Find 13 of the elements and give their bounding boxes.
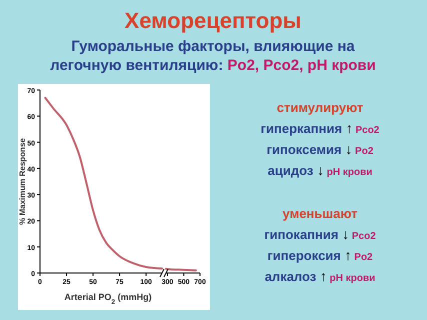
- text: гипоксемия ↓ Po2: [266, 141, 374, 157]
- line-series: [44, 96, 163, 270]
- y-axis-title: % Maximum Response: [18, 138, 27, 225]
- text: Гуморальные факторы, влияющие на легочную вентиляцию: Po2, Pco2, pH крови: [50, 38, 376, 74]
- text: Хеморецепторы: [124, 8, 302, 33]
- text: гипероксия ↑ Po2: [267, 247, 374, 263]
- text: алкалоз ↑ pH крови: [264, 268, 376, 284]
- text: ацидоз ↓ pH крови: [268, 162, 372, 178]
- text: уменьшают: [282, 206, 358, 221]
- text: стимулируют: [276, 100, 364, 115]
- text: гипокапния ↓ Pco2: [264, 226, 376, 242]
- text: гиперкапния ↑ Pco2: [260, 120, 380, 136]
- x-axis-title: Arterial PO$_{2}$ (mmHg): [64, 292, 152, 306]
